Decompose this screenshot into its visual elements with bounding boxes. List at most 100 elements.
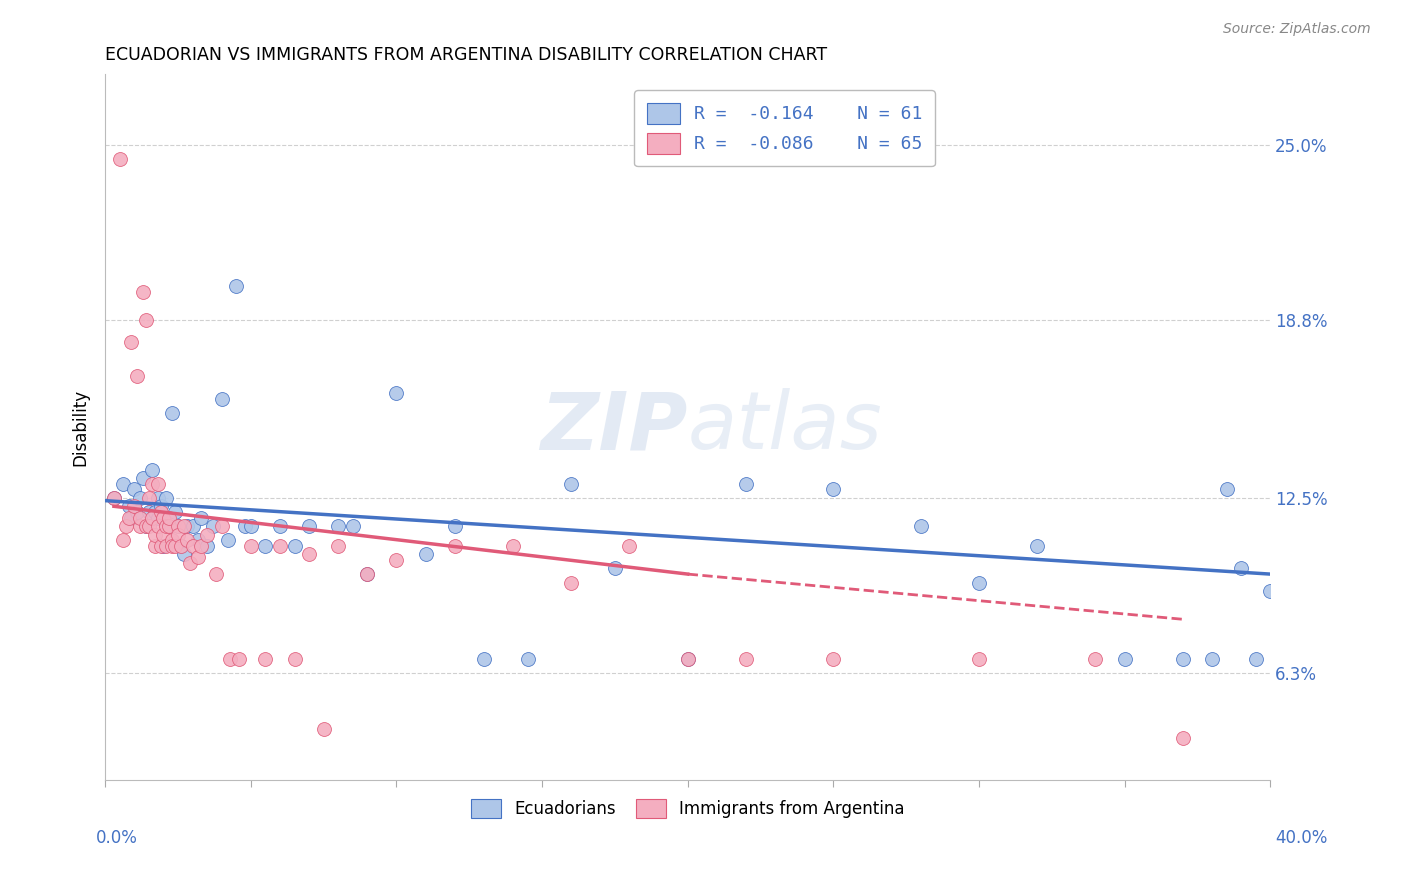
Point [155,491,177,505]
Point [735,652,758,666]
Point [167,519,190,533]
Point [157,519,180,533]
Point [120,335,142,350]
Point [167,527,190,541]
Point [254,652,277,666]
Point [138,519,160,533]
Point [176,533,198,548]
Point [132,285,155,299]
Point [823,652,845,666]
Point [143,539,166,553]
Point [108,152,131,166]
Point [135,519,157,533]
Point [176,519,198,533]
Point [167,519,190,533]
Point [146,491,169,505]
Point [967,575,990,590]
Point [516,652,538,666]
Point [298,547,321,561]
Point [385,386,408,401]
Point [219,652,242,666]
Point [676,652,699,666]
Point [190,539,212,553]
Point [170,539,193,553]
Point [149,539,172,553]
Point [165,505,187,519]
Point [1244,652,1267,666]
Point [149,500,172,514]
Point [560,575,582,590]
Point [135,519,157,533]
Point [385,553,408,567]
Point [132,471,155,485]
Point [155,519,177,533]
Y-axis label: Disability: Disability [72,389,89,466]
Point [135,313,157,327]
Text: 0.0%: 0.0% [96,829,138,847]
Point [228,652,250,666]
Point [187,550,209,565]
Point [910,519,932,533]
Point [181,539,204,553]
Point [217,533,239,548]
Point [141,462,163,476]
Point [181,519,204,533]
Point [160,406,183,420]
Point [103,491,125,505]
Point [328,519,350,533]
Point [201,519,224,533]
Point [312,723,335,737]
Point [967,652,990,666]
Text: atlas: atlas [688,388,883,467]
Point [1114,652,1136,666]
Point [149,505,172,519]
Point [138,491,160,505]
Point [1230,561,1253,575]
Point [1215,483,1237,497]
Point [619,539,641,553]
Point [129,519,152,533]
Point [356,567,378,582]
Point [129,491,152,505]
Point [1258,584,1281,599]
Point [211,392,233,406]
Point [233,519,256,533]
Point [157,519,180,533]
Point [160,533,183,548]
Point [1026,539,1049,553]
Point [225,279,247,293]
Point [103,491,125,505]
Point [152,510,174,524]
Text: ZIP: ZIP [540,388,688,467]
Point [117,500,139,514]
Point [143,527,166,541]
Point [269,539,291,553]
Point [138,505,160,519]
Point [160,539,183,553]
Point [195,539,218,553]
Point [170,539,193,553]
Point [111,533,134,548]
Point [443,519,465,533]
Point [502,539,524,553]
Text: ECUADORIAN VS IMMIGRANTS FROM ARGENTINA DISABILITY CORRELATION CHART: ECUADORIAN VS IMMIGRANTS FROM ARGENTINA … [105,46,827,64]
Point [603,561,626,575]
Point [155,539,177,553]
Point [141,510,163,524]
Point [114,519,136,533]
Point [124,483,146,497]
Text: 40.0%: 40.0% [1275,829,1327,847]
Point [1171,731,1194,745]
Point [146,519,169,533]
Point [823,483,845,497]
Point [124,500,146,514]
Point [211,519,233,533]
Point [239,539,262,553]
Point [157,510,180,524]
Point [415,547,437,561]
Point [1201,652,1223,666]
Point [283,652,305,666]
Point [283,539,305,553]
Point [141,476,163,491]
Point [127,505,149,519]
